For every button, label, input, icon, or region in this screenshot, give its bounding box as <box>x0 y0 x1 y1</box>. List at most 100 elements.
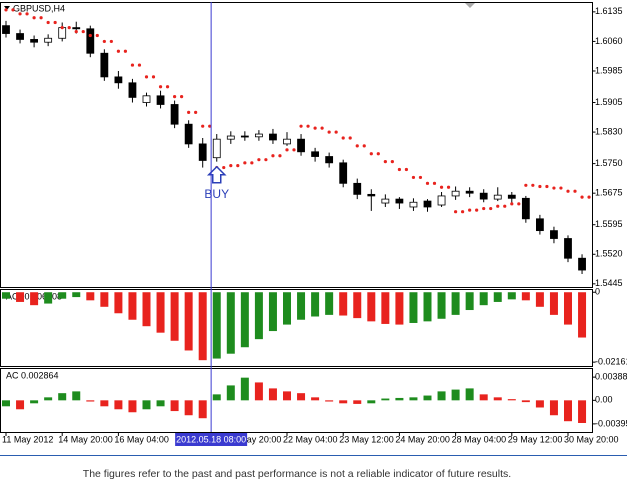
histogram-bar <box>395 292 404 325</box>
sar-dot <box>306 124 310 128</box>
sar-dot <box>482 206 486 211</box>
histogram-bar <box>437 292 446 319</box>
panel-frame <box>0 2 593 288</box>
histogram-bar <box>423 395 432 401</box>
y-tick-label: 1.5905 <box>595 97 623 107</box>
sar-dot <box>116 49 120 53</box>
histogram-bar <box>30 400 39 404</box>
candle-body <box>100 52 109 78</box>
sar-dot <box>285 148 289 152</box>
histogram-bar <box>268 388 277 401</box>
sar-dot <box>496 204 500 208</box>
sar-dot <box>11 8 15 12</box>
y-tick-label: 0 <box>595 287 600 297</box>
candle-body <box>536 218 544 232</box>
sar-dot <box>130 63 135 67</box>
histogram-bar <box>198 292 207 361</box>
sar-dot <box>397 167 401 172</box>
sar-dot <box>201 124 205 128</box>
x-tick-label: 30 May 20:00 <box>564 434 619 444</box>
histogram-bar <box>156 400 165 407</box>
sar-dot <box>383 160 387 164</box>
candle-body <box>423 200 432 208</box>
candle-body <box>72 27 81 30</box>
histogram-bar <box>268 292 277 332</box>
panel-frame <box>0 289 593 367</box>
x-tick-label: 22 May 04:00 <box>283 434 338 444</box>
sar-dot <box>418 175 423 180</box>
sar-dot <box>18 12 22 16</box>
y-tick-label: 1.6135 <box>595 6 623 16</box>
x-tick-label: 14 May 20:00 <box>58 434 113 444</box>
candle-body <box>297 138 305 153</box>
candle-body <box>550 230 558 239</box>
shift-marker <box>465 3 475 8</box>
sar-dot <box>439 185 444 189</box>
histogram-bar <box>521 292 530 301</box>
candle-body <box>578 257 586 271</box>
sar-dot <box>60 26 64 30</box>
y-tick-label: 1.5675 <box>595 188 623 198</box>
histogram-bar <box>198 400 207 419</box>
sar-dot <box>524 183 528 187</box>
candle-body <box>507 194 516 199</box>
candle-body <box>254 133 263 138</box>
histogram-bar <box>226 292 235 354</box>
candle-body <box>269 133 277 141</box>
sar-dot <box>411 175 416 180</box>
histogram-bar <box>381 292 390 324</box>
candle-body <box>325 156 334 164</box>
sar-dot <box>432 181 437 185</box>
sar-dot <box>566 189 570 193</box>
histogram-bar <box>72 292 81 298</box>
histogram-bar <box>381 398 390 401</box>
sar-dot <box>552 186 556 190</box>
histogram-bar <box>283 292 291 325</box>
histogram-bar <box>254 382 263 401</box>
sar-dot <box>67 26 71 30</box>
histogram-bar <box>325 400 334 402</box>
y-tick-label: 0.00 <box>595 395 613 405</box>
histogram-bar <box>465 388 474 401</box>
histogram-bar <box>16 292 25 302</box>
histogram-bar <box>521 400 530 403</box>
sar-dot <box>158 85 163 89</box>
histogram-bar <box>479 292 488 306</box>
histogram-bar <box>423 292 432 322</box>
sar-dot <box>292 148 296 152</box>
histogram-bar <box>58 292 67 299</box>
histogram-bar <box>16 400 25 410</box>
sar-dot <box>173 95 177 99</box>
histogram-bar <box>114 292 123 314</box>
sar-dot <box>151 75 156 79</box>
sar-dot <box>208 124 212 128</box>
sar-dot <box>229 163 233 168</box>
x-tick-label: 28 May 04:00 <box>452 434 507 444</box>
candle-body <box>212 138 221 159</box>
sar-dot <box>180 95 184 99</box>
histogram-bar <box>240 292 249 348</box>
sar-dot <box>236 163 240 168</box>
candle-body <box>353 182 362 195</box>
histogram-bar <box>507 399 516 401</box>
histogram-bar <box>100 400 109 407</box>
histogram-bar <box>212 292 221 359</box>
panel-title: AC 0.002864 <box>6 370 59 380</box>
candle-body <box>493 194 502 200</box>
sar-dot <box>573 189 577 193</box>
y-tick-label: 1.6060 <box>595 36 623 46</box>
sar-dot <box>461 210 465 214</box>
menu-arrow <box>4 6 10 10</box>
sar-dot <box>341 136 345 140</box>
histogram-bar <box>2 292 10 299</box>
histogram-bar <box>128 292 137 320</box>
histogram-bar <box>353 400 362 404</box>
histogram-bar <box>325 292 334 315</box>
candle-body <box>226 135 235 140</box>
y-tick-label: 1.5445 <box>595 278 623 288</box>
sar-dot <box>109 39 113 44</box>
candle-body <box>86 28 95 54</box>
crosshair-label: 2012.05.18 08:00 <box>176 434 246 444</box>
